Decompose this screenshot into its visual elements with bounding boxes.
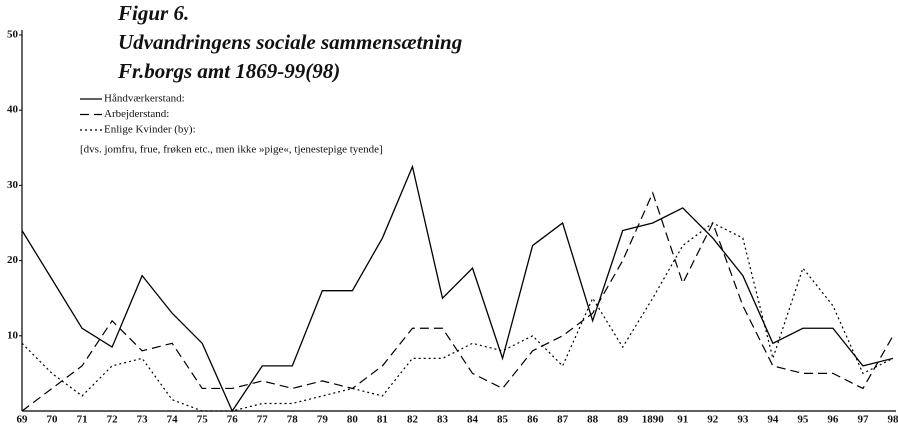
x-tick-label: 88 — [587, 414, 599, 426]
x-tick-label: 82 — [407, 414, 419, 426]
y-tick-label: 10 — [7, 329, 19, 341]
x-tick-label: 74 — [167, 414, 179, 426]
x-tick-label: 96 — [827, 414, 839, 426]
x-tick-label: 89 — [617, 414, 629, 426]
x-tick-label: 93 — [737, 414, 749, 426]
x-tick-label: 87 — [557, 414, 569, 426]
x-tick-label: 81 — [377, 414, 388, 426]
y-tick-label: 20 — [7, 254, 19, 266]
x-tick-label: 70 — [47, 414, 59, 426]
y-tick-label: 30 — [7, 179, 19, 191]
legend-label: Arbejderstand: — [104, 108, 169, 120]
y-tick-label: 40 — [7, 104, 19, 116]
chart-title: Udvandringens sociale sammensætning — [118, 30, 462, 54]
x-tick-label: 92 — [707, 414, 719, 426]
x-tick-label: 97 — [857, 414, 869, 426]
data-line — [21, 222, 894, 412]
x-tick-label: 69 — [17, 414, 29, 426]
x-tick-label: 95 — [797, 414, 809, 426]
x-tick-label: 77 — [257, 414, 269, 426]
annotation: [dvs. jomfru, frue, frøken etc., men ikk… — [80, 144, 383, 156]
y-tick-label: 50 — [7, 29, 19, 41]
x-tick-label: 76 — [227, 414, 239, 426]
x-tick-label: 80 — [347, 414, 359, 426]
x-tick-label: 85 — [497, 414, 509, 426]
legend-label: Enlige Kvinder (by): — [104, 124, 196, 136]
x-tick-label: 75 — [197, 414, 209, 426]
x-tick-label: 84 — [467, 414, 479, 426]
x-tick-label: 73 — [137, 414, 149, 426]
x-tick-label: 94 — [767, 414, 779, 426]
x-tick-label: 78 — [287, 414, 299, 426]
legend-label: Håndværkerstand: — [104, 93, 185, 105]
data-line — [21, 164, 894, 413]
x-tick-label: 71 — [77, 414, 88, 426]
x-tick-label: 98 — [888, 414, 898, 426]
x-tick-label: 91 — [677, 414, 688, 426]
x-tick-label: 72 — [107, 414, 119, 426]
x-tick-label: 1890 — [642, 414, 665, 426]
chart-title: Fr.borgs amt 1869-99(98) — [117, 59, 340, 83]
chart-title: Figur 6. — [117, 1, 189, 25]
x-tick-label: 86 — [527, 414, 539, 426]
x-tick-label: 83 — [437, 414, 449, 426]
data-line — [21, 191, 894, 412]
x-tick-label: 79 — [317, 414, 329, 426]
